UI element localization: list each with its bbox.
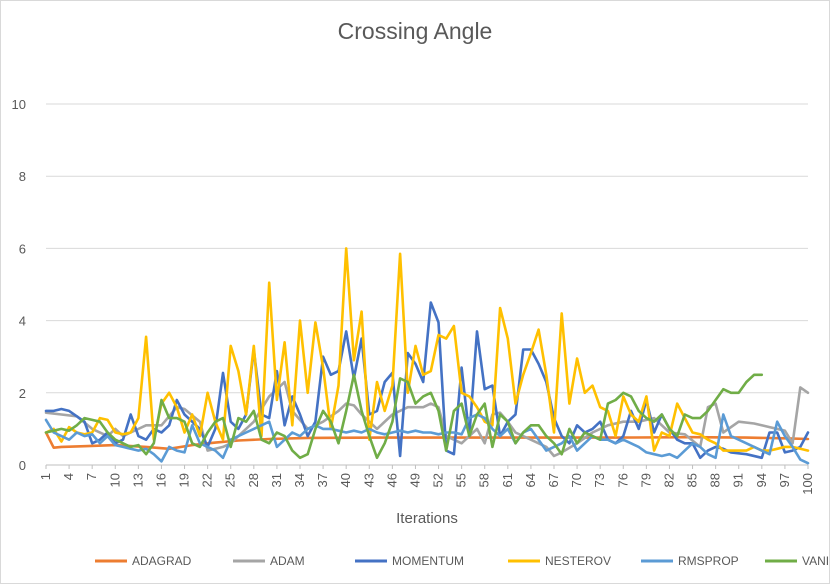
x-tick-label: 31	[269, 473, 284, 487]
x-tick-label: 19	[177, 473, 192, 487]
x-tick-label: 91	[731, 473, 746, 487]
legend-item-momentum: MOMENTUM	[355, 554, 464, 568]
x-tick-label: 25	[223, 473, 238, 487]
legend-label: ADAM	[270, 554, 305, 568]
x-tick-label: 94	[754, 473, 769, 487]
series-line-momentum	[44, 301, 810, 460]
x-tick-label: 49	[407, 473, 422, 487]
gridlines	[46, 103, 808, 466]
x-tick-label: 64	[523, 473, 538, 487]
series-lines	[44, 247, 810, 465]
x-tick-label: 97	[777, 473, 792, 487]
x-tick-label: 88	[708, 473, 723, 487]
legend-label: RMSPROP	[678, 554, 739, 568]
x-tick-label: 1	[38, 473, 53, 480]
y-tick-label: 4	[19, 314, 26, 329]
y-tick-label: 2	[19, 386, 26, 401]
chart-title: Crossing Angle	[338, 18, 493, 44]
series-line-adam	[44, 380, 810, 458]
x-axis-ticks: 1 4 7 10 13 16 19 22 25 28 31 34 37 40 43 46 49 52 55 58 61 6…	[38, 465, 815, 495]
x-tick-label: 85	[685, 473, 700, 487]
x-tick-label: 82	[661, 473, 676, 487]
legend: ADAGRAD ADAM MOMENTUM NESTEROV RMSPROP VANILL…	[95, 554, 830, 568]
y-tick-label: 0	[19, 458, 26, 473]
x-tick-label: 28	[246, 473, 261, 487]
x-tick-label: 16	[153, 473, 168, 487]
y-tick-label: 10	[12, 97, 26, 112]
legend-item-rmsprop: RMSPROP	[641, 554, 739, 568]
x-tick-label: 52	[431, 473, 446, 487]
x-tick-label: 58	[477, 473, 492, 487]
x-tick-label: 61	[500, 473, 515, 487]
legend-item-vanilla: VANILLA	[765, 554, 830, 568]
x-tick-label: 43	[361, 473, 376, 487]
y-tick-label: 6	[19, 241, 26, 256]
series-line-rmsprop	[44, 413, 810, 465]
x-tick-label: 70	[569, 473, 584, 487]
x-tick-label: 76	[615, 473, 630, 487]
x-tick-label: 55	[454, 473, 469, 487]
y-axis-ticks: 0 2 4 6 8 10	[12, 97, 26, 473]
x-tick-label: 100	[800, 473, 815, 495]
x-tick-label: 46	[384, 473, 399, 487]
y-tick-label: 8	[19, 169, 26, 184]
x-tick-label: 34	[292, 473, 307, 487]
legend-label: VANILLA	[802, 554, 830, 568]
x-tick-label: 13	[130, 473, 145, 487]
series-line-vanilla	[44, 373, 764, 460]
legend-item-adam: ADAM	[233, 554, 305, 568]
legend-label: MOMENTUM	[392, 554, 464, 568]
x-tick-label: 37	[315, 473, 330, 487]
x-tick-label: 40	[338, 473, 353, 487]
x-tick-label: 79	[638, 473, 653, 487]
x-tick-label: 4	[61, 473, 76, 480]
legend-label: ADAGRAD	[132, 554, 192, 568]
series-line-adagrad	[44, 431, 810, 451]
x-tick-label: 67	[546, 473, 561, 487]
x-tick-label: 7	[84, 473, 99, 480]
x-tick-label: 73	[592, 473, 607, 487]
legend-item-adagrad: ADAGRAD	[95, 554, 192, 568]
legend-label: NESTEROV	[545, 554, 611, 568]
x-axis-title: Iterations	[396, 510, 458, 527]
legend-item-nesterov: NESTEROV	[508, 554, 611, 568]
x-tick-label: 22	[200, 473, 215, 487]
x-tick-label: 10	[107, 473, 122, 487]
series-line-nesterov	[44, 247, 810, 452]
